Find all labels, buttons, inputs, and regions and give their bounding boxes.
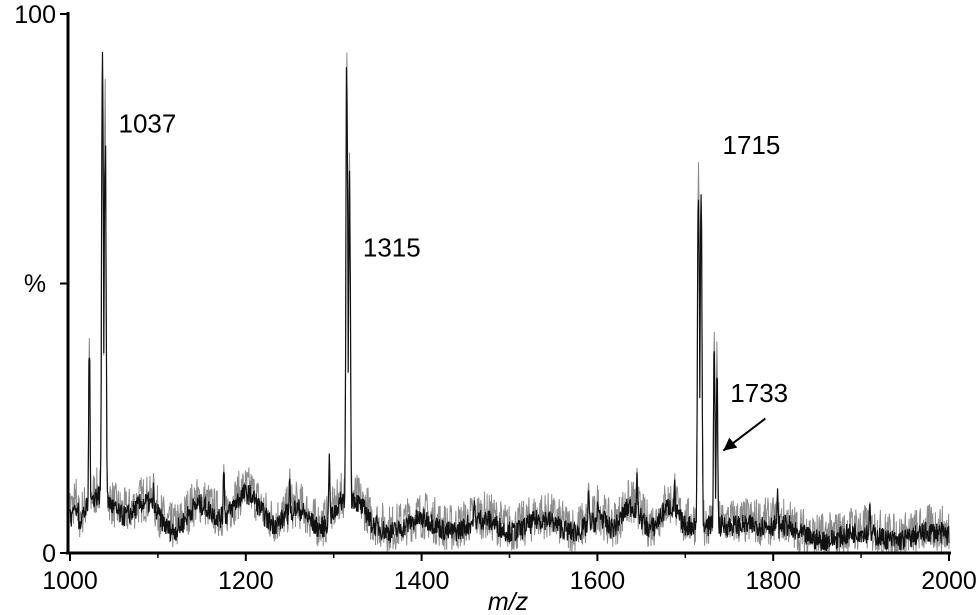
x-tick-label: 1000 (42, 567, 98, 595)
peak-label-1037: 1037 (119, 109, 177, 139)
peak-label-1715: 1715 (722, 130, 780, 160)
y-axis-ticks: 0 100 (14, 1, 68, 568)
peak-arrow-head (723, 437, 738, 451)
x-tick-label: 1800 (745, 567, 801, 595)
x-tick-label: 1400 (394, 567, 450, 595)
y-tick-label: 100 (14, 1, 56, 29)
x-tick-label: 2000 (921, 567, 977, 595)
y-tick-label: 0 (42, 540, 56, 568)
peak-annotations: 1037 1315 1715 1733 (119, 109, 788, 452)
peak-label-1733: 1733 (730, 378, 788, 408)
x-axis-title: m/z (488, 588, 529, 615)
x-tick-label: 1200 (218, 567, 274, 595)
x-axis-ticks: 1000 1200 1400 1600 1800 2000 (42, 553, 977, 595)
plot-area (69, 51, 950, 554)
peak-label-1315: 1315 (363, 233, 421, 263)
spectrum-trace-dark (69, 51, 950, 552)
spectrum-trace-light (69, 52, 950, 554)
x-tick-label: 1600 (570, 567, 626, 595)
y-axis-title: % (24, 270, 46, 298)
